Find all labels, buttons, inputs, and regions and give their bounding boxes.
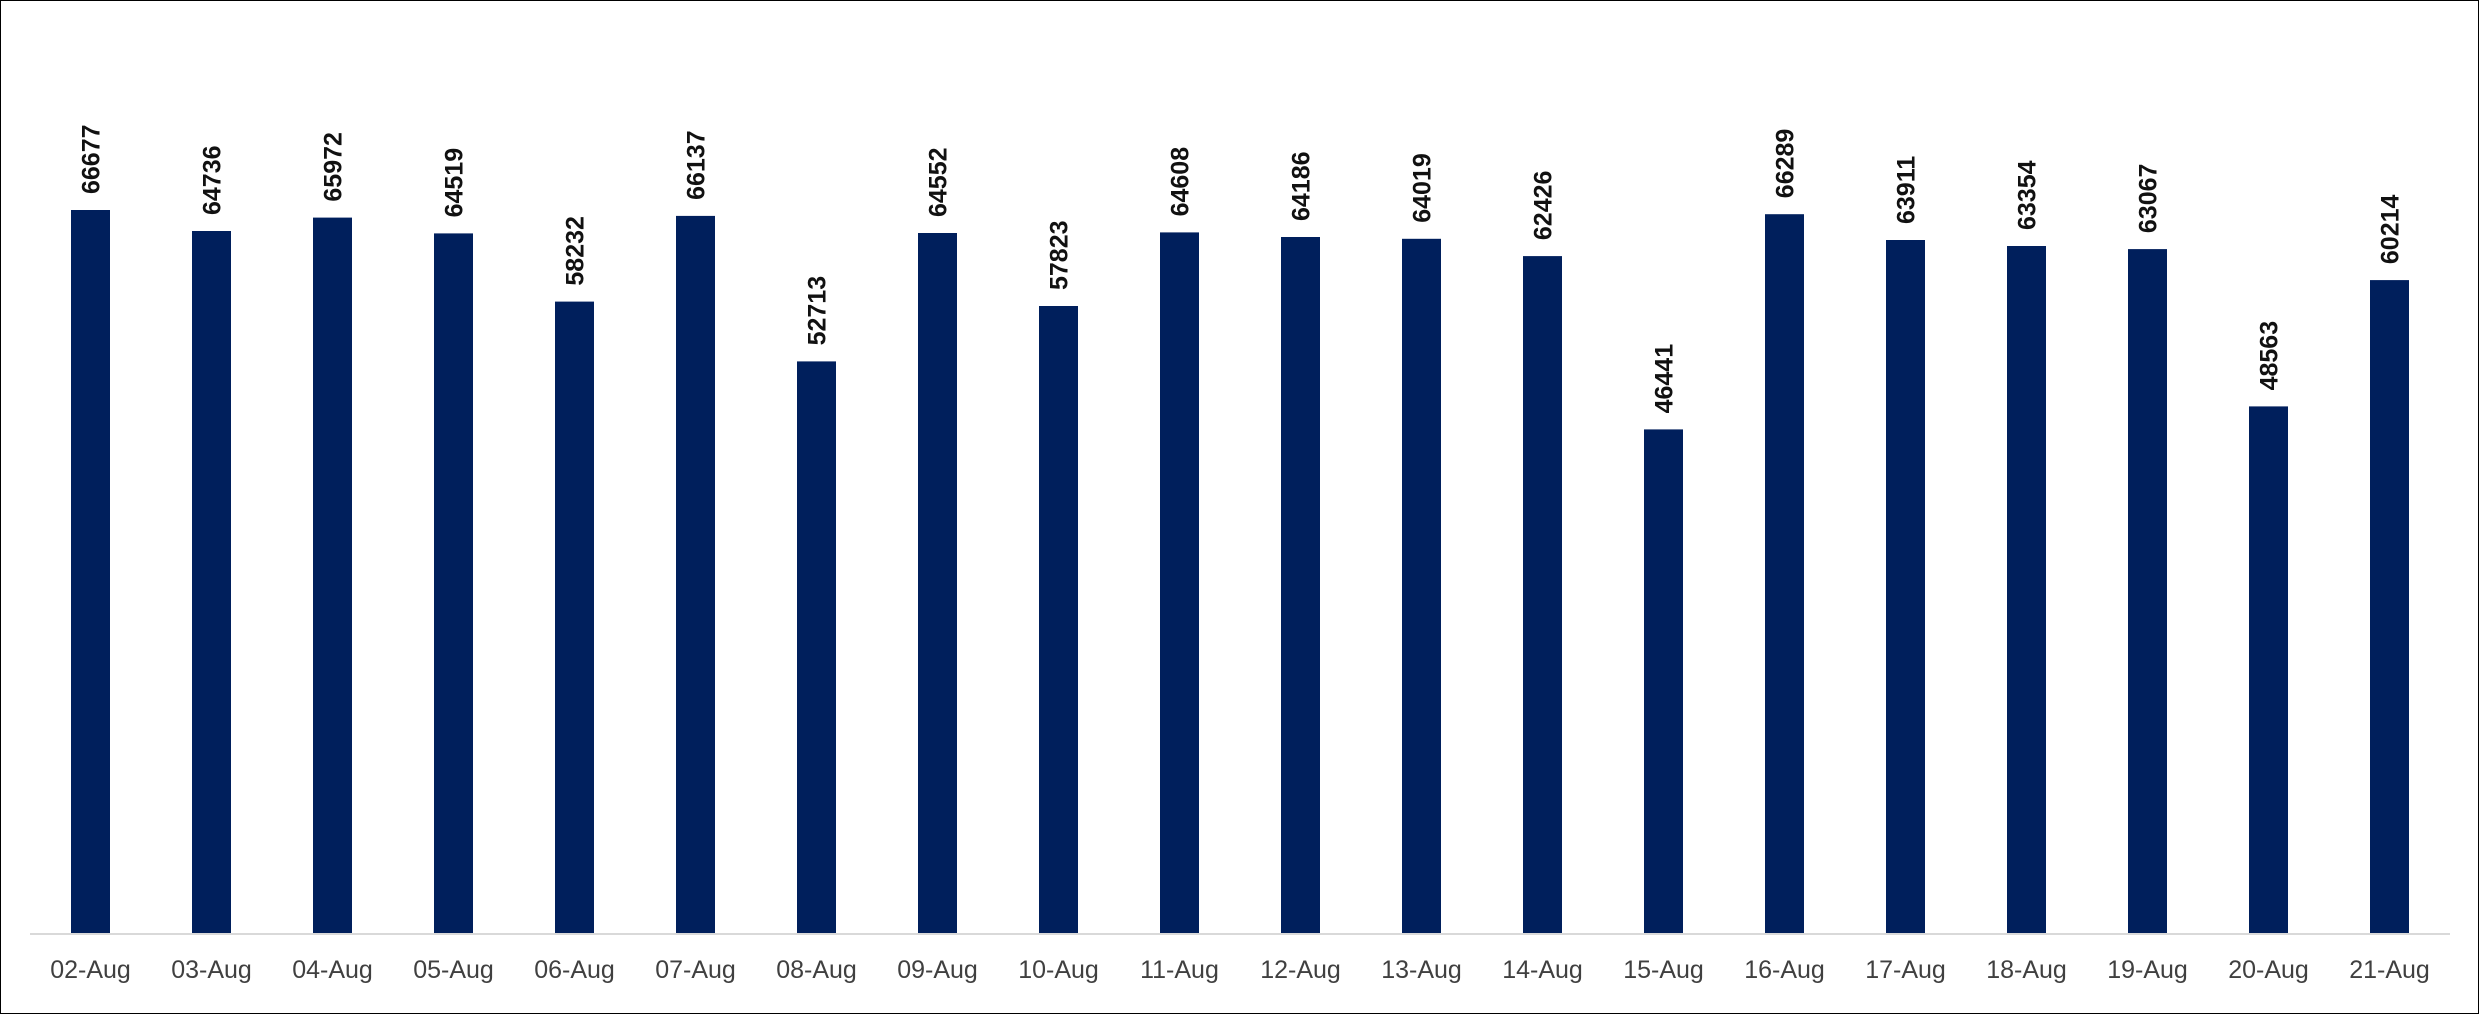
x-tick-label-10-Aug: 10-Aug	[1018, 956, 1099, 984]
x-tick-label-11-Aug: 11-Aug	[1140, 956, 1219, 984]
bar-08-Aug	[797, 361, 836, 933]
bar-16-Aug	[1765, 214, 1804, 933]
x-tick-label-20-Aug: 20-Aug	[2228, 956, 2309, 984]
data-label-12-Aug: 64186	[1288, 151, 1316, 221]
x-tick-label-15-Aug: 15-Aug	[1623, 956, 1704, 984]
x-tick-label-07-Aug: 07-Aug	[655, 956, 736, 984]
data-label-03-Aug: 64736	[199, 145, 227, 215]
bar-15-Aug	[1644, 429, 1683, 933]
x-tick-label-18-Aug: 18-Aug	[1986, 956, 2067, 984]
bar-20-Aug	[2249, 406, 2288, 933]
x-tick-label-02-Aug: 02-Aug	[50, 956, 131, 984]
x-tick-label-13-Aug: 13-Aug	[1381, 956, 1462, 984]
bar-11-Aug	[1160, 232, 1199, 933]
bar-04-Aug	[313, 217, 352, 934]
data-label-17-Aug: 63911	[1893, 156, 1921, 224]
bar-06-Aug	[555, 301, 594, 934]
bar-17-Aug	[1886, 240, 1925, 933]
bar-09-Aug	[918, 233, 957, 933]
x-tick-label-09-Aug: 09-Aug	[897, 956, 978, 984]
bar-12-Aug	[1281, 237, 1320, 933]
data-label-19-Aug: 63067	[2135, 164, 2163, 234]
data-label-21-Aug: 60214	[2377, 194, 2405, 264]
data-label-10-Aug: 57823	[1046, 220, 1074, 290]
data-label-18-Aug: 63354	[2014, 160, 2042, 230]
x-tick-label-12-Aug: 12-Aug	[1260, 956, 1341, 984]
data-label-11-Aug: 64608	[1167, 147, 1195, 217]
bar-07-Aug	[676, 215, 715, 933]
data-label-14-Aug: 62426	[1530, 171, 1558, 241]
data-label-09-Aug: 64552	[925, 147, 953, 217]
x-tick-label-17-Aug: 17-Aug	[1865, 956, 1946, 984]
data-label-04-Aug: 65972	[320, 132, 348, 202]
bar-18-Aug	[2007, 246, 2046, 933]
bar-14-Aug	[1523, 256, 1562, 934]
data-label-02-Aug: 66677	[78, 124, 106, 194]
x-tick-label-04-Aug: 04-Aug	[292, 956, 373, 984]
x-tick-label-06-Aug: 06-Aug	[534, 956, 615, 984]
x-tick-label-03-Aug: 03-Aug	[171, 956, 252, 984]
data-label-16-Aug: 66289	[1772, 129, 1800, 199]
x-tick-label-05-Aug: 05-Aug	[413, 956, 494, 984]
x-tick-label-19-Aug: 19-Aug	[2107, 956, 2188, 984]
bar-10-Aug	[1039, 306, 1078, 933]
x-tick-label-16-Aug: 16-Aug	[1744, 956, 1825, 984]
x-tick-label-08-Aug: 08-Aug	[776, 956, 857, 984]
data-label-07-Aug: 66137	[683, 130, 711, 200]
bar-13-Aug	[1402, 238, 1441, 934]
data-label-06-Aug: 58232	[562, 216, 590, 286]
data-label-05-Aug: 64519	[441, 148, 469, 218]
data-label-15-Aug: 46441	[1651, 344, 1679, 414]
bar-19-Aug	[2128, 249, 2167, 934]
data-label-08-Aug: 52713	[804, 276, 832, 346]
x-tick-label-21-Aug: 21-Aug	[2349, 956, 2430, 984]
bar-21-Aug	[2370, 280, 2409, 934]
data-label-20-Aug: 48563	[2256, 321, 2284, 391]
bar-02-Aug	[71, 210, 110, 933]
bar-03-Aug	[192, 231, 231, 933]
data-label-13-Aug: 64019	[1409, 153, 1437, 223]
x-tick-label-14-Aug: 14-Aug	[1502, 956, 1583, 984]
bar-05-Aug	[434, 233, 473, 933]
